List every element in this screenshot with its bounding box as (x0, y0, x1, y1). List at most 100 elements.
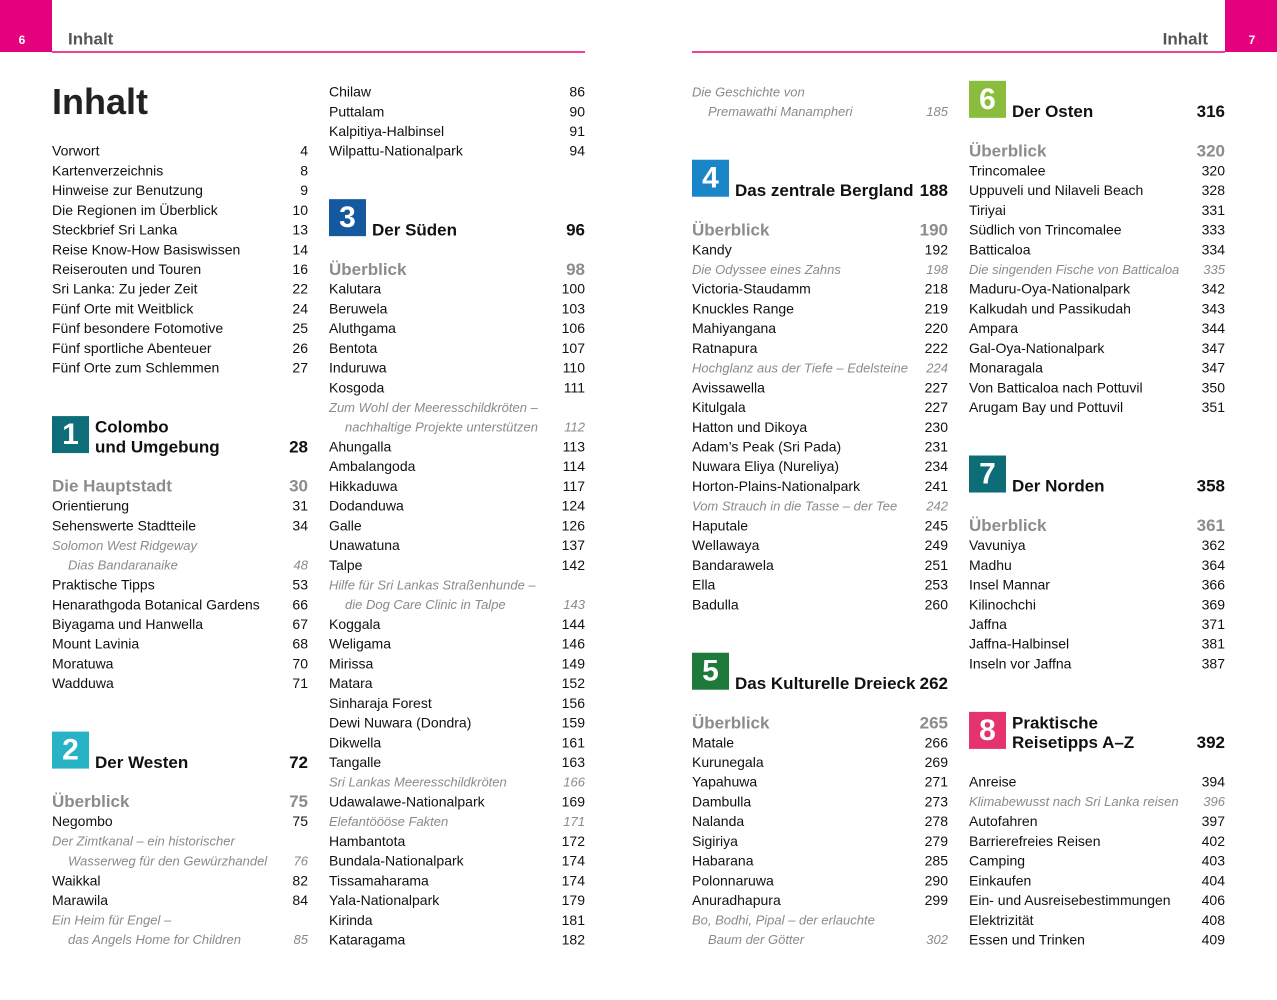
toc-entry: Kalutara (329, 281, 381, 297)
feature-note: Vom Strauch in die Tasse – der Tee (692, 498, 897, 513)
entry-page: 347 (1202, 360, 1226, 376)
entry-page: 362 (1202, 537, 1226, 553)
entry-page: 241 (925, 478, 949, 494)
entry-page: 320 (1202, 162, 1226, 178)
page-number: 6 (19, 33, 26, 47)
feature-note: das Angels Home for Children (68, 932, 241, 947)
entry-page: 91 (569, 123, 585, 139)
toc-entry: Bundala-Nationalpark (329, 853, 465, 869)
toc-entry: Barrierefreies Reisen (969, 833, 1101, 849)
toc-entry: Chilaw (329, 84, 372, 100)
entry-page: 179 (562, 892, 586, 908)
section-number: 6 (979, 83, 996, 116)
entry-page: 251 (925, 557, 949, 573)
note-page: 198 (926, 262, 948, 277)
toc-entry: Nalanda (692, 813, 744, 829)
toc-entry: Ambalangoda (329, 458, 416, 474)
feature-note: Ein Heim für Engel – (52, 913, 172, 928)
page-number: 7 (1249, 33, 1256, 47)
toc-entry: Mount Lavinia (52, 636, 139, 652)
toc-entry: Knuckles Range (692, 300, 794, 316)
toc-entry: Dambulla (692, 793, 751, 809)
entry-page: 172 (562, 833, 586, 849)
entry-page: 249 (925, 537, 949, 553)
toc-entry: Kandy (692, 241, 732, 257)
toc-entry: Inseln vor Jaffna (969, 655, 1072, 671)
entry-page: 220 (925, 320, 949, 336)
entry-page: 402 (1202, 833, 1226, 849)
toc-entry: Jaffna (969, 616, 1007, 632)
toc-entry: Reise Know-How Basiswissen (52, 241, 240, 257)
note-page: 76 (294, 853, 309, 868)
section-title: Colombo (95, 418, 169, 437)
section-title: Reisetipps A–Z (1012, 733, 1134, 752)
toc-entry: Induruwa (329, 360, 387, 376)
toc-entry: Yapahuwa (692, 774, 757, 790)
toc-entry: Sri Lanka: Zu jeder Zeit (52, 281, 198, 297)
entry-page: 71 (292, 675, 308, 691)
toc-entry: Camping (969, 853, 1025, 869)
toc-entry: Weligama (329, 636, 391, 652)
feature-note: Hochglanz aus der Tiefe – Edelsteine (692, 360, 908, 375)
entry-page: 113 (563, 439, 586, 455)
entry-page: 344 (1202, 320, 1226, 336)
toc-entry: Uppuveli und Nilaveli Beach (969, 182, 1143, 198)
entry-page: 8 (300, 162, 308, 178)
toc-entry: Ampara (969, 320, 1018, 336)
toc-entry: Matara (329, 675, 373, 691)
running-head: Inhalt (68, 29, 114, 48)
entry-page: 394 (1202, 774, 1226, 790)
toc-entry: Trincomalee (969, 162, 1046, 178)
toc-entry: Ratnapura (692, 340, 758, 356)
toc-entry: Insel Mannar (969, 577, 1050, 593)
entry-page: 31 (292, 498, 308, 514)
section-title: Der Süden (372, 220, 457, 239)
entry-page: 278 (925, 813, 949, 829)
entry-page: 66 (292, 596, 308, 612)
toc-entry: Kirinda (329, 912, 373, 928)
toc-entry: Tangalle (329, 754, 381, 770)
entry-page: 227 (925, 399, 949, 415)
note-page: 224 (925, 360, 948, 375)
entry-page: 253 (925, 577, 949, 593)
toc-entry: Nuwara Eliya (Nureliya) (692, 458, 839, 474)
section-number: 8 (979, 714, 996, 747)
section-badge (969, 455, 1006, 493)
toc-entry: Ella (692, 577, 716, 593)
entry-page: 90 (569, 103, 585, 119)
toc-entry: Talpe (329, 557, 363, 573)
section-badge (52, 416, 89, 454)
entry-page: 351 (1202, 399, 1226, 415)
toc-entry: Hikkaduwa (329, 478, 398, 494)
toc-entry: Badulla (692, 596, 739, 612)
section-title: Das zentrale Bergland (735, 181, 914, 200)
entry-page: 26 (292, 340, 308, 356)
overview-page: 265 (920, 713, 948, 732)
section-page: 188 (920, 181, 948, 200)
entry-page: 53 (292, 577, 308, 593)
section-badge (329, 199, 366, 237)
toc-entry: Kurunegala (692, 754, 764, 770)
toc-entry: Kitulgala (692, 399, 746, 415)
toc-entry: Wellawaya (692, 537, 760, 553)
toc-entry: Adam’s Peak (Sri Pada) (692, 439, 841, 455)
feature-note: Hilfe für Sri Lankas Straßenhunde – (329, 577, 536, 592)
entry-page: 86 (569, 84, 585, 100)
section-title: Der Norden (1012, 477, 1105, 496)
feature-note: Elefantöööse Fakten (329, 814, 448, 829)
toc-entry: Kartenverzeichnis (52, 162, 163, 178)
entry-page: 404 (1202, 872, 1226, 888)
toc-entry: Kilinochchi (969, 596, 1036, 612)
entry-page: 299 (925, 892, 949, 908)
toc-entry: Steckbrief Sri Lanka (52, 222, 177, 238)
entry-page: 387 (1202, 655, 1226, 671)
toc-entry: Waikkal (52, 872, 101, 888)
entry-page: 163 (562, 754, 586, 770)
toc-entry: Fünf sportliche Abenteuer (52, 340, 212, 356)
toc-entry: Matale (692, 734, 734, 750)
toc-entry: Hatton und Dikoya (692, 419, 807, 435)
entry-page: 156 (562, 695, 586, 711)
section-page: 358 (1197, 477, 1225, 496)
section-page: 392 (1197, 733, 1225, 752)
toc-entry: Dodanduwa (329, 498, 404, 514)
